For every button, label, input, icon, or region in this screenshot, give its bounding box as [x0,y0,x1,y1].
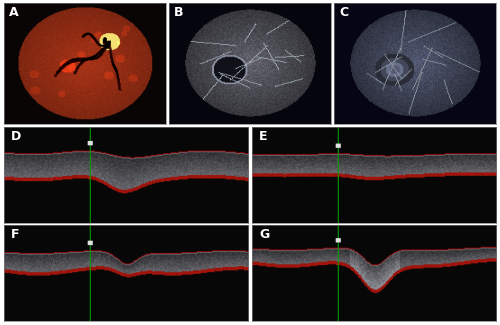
Text: E: E [259,130,268,143]
Text: D: D [12,130,22,143]
Text: A: A [9,6,18,19]
Text: C: C [339,6,348,19]
Text: G: G [259,228,270,241]
Text: B: B [174,6,184,19]
Text: F: F [12,228,20,241]
